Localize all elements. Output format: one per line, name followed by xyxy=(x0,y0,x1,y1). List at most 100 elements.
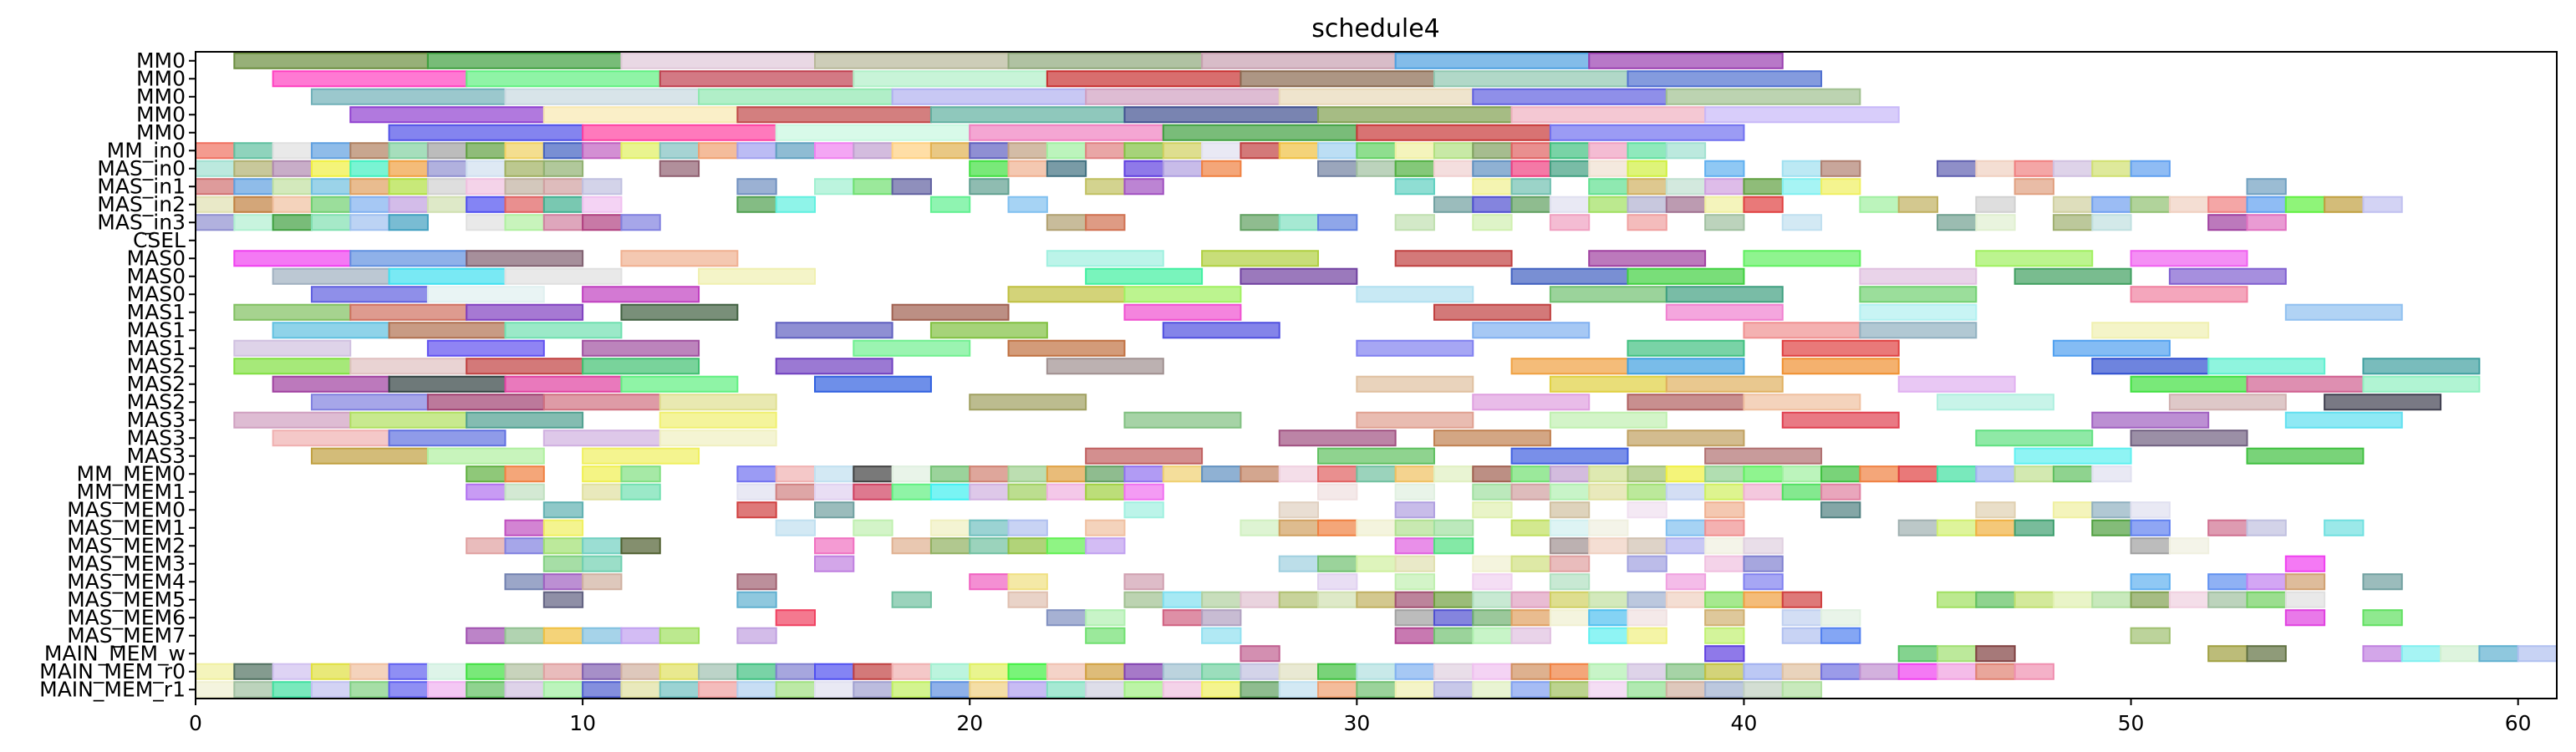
task-bar xyxy=(2207,591,2248,608)
task-bar xyxy=(659,142,700,160)
task-bar xyxy=(853,519,893,536)
task-bar xyxy=(349,250,468,267)
task-bar xyxy=(736,465,777,483)
task-bar xyxy=(542,573,584,591)
task-bar xyxy=(2130,537,2171,555)
task-bar xyxy=(1743,394,1861,411)
y-axis-labels: MM0MM0MM0MM0MM0MM_in0MAS_in0MAS_in1MAS_i… xyxy=(39,48,196,701)
task-bar xyxy=(1356,411,1474,429)
task-bar xyxy=(1781,358,1900,375)
task-bar xyxy=(1937,663,1978,680)
task-bar xyxy=(233,250,352,267)
task-bar xyxy=(1201,627,1242,644)
task-bar xyxy=(775,358,893,375)
task-bar xyxy=(272,142,313,160)
task-bar xyxy=(813,178,855,196)
task-bar xyxy=(1627,196,1667,213)
task-bar xyxy=(1278,465,1320,483)
task-bar xyxy=(1123,591,1164,608)
task-bar xyxy=(698,88,893,105)
y-tick-label: MAS2 xyxy=(127,353,186,378)
task-bar xyxy=(2284,411,2403,429)
task-bar xyxy=(542,214,584,231)
task-bar xyxy=(542,394,661,411)
task-bar xyxy=(1278,142,1320,160)
task-bar xyxy=(929,663,971,680)
task-bar xyxy=(426,681,468,699)
task-bar xyxy=(1356,375,1474,393)
task-bar xyxy=(1937,465,1978,483)
task-bar xyxy=(1781,339,1900,357)
task-bar xyxy=(388,160,429,177)
task-bar xyxy=(620,375,739,393)
task-bar xyxy=(310,88,507,105)
task-bar xyxy=(349,106,545,124)
task-bar xyxy=(1007,573,1048,591)
task-bar xyxy=(1704,555,1745,572)
task-bar xyxy=(2246,447,2365,465)
y-tick-label: MAS3 xyxy=(127,408,186,432)
task-bar xyxy=(2013,267,2132,285)
task-bar xyxy=(388,178,429,196)
task-bar xyxy=(620,483,661,500)
task-bar xyxy=(1588,519,1629,536)
task-bar xyxy=(1549,663,1591,680)
task-bar xyxy=(582,627,623,644)
task-bar xyxy=(1743,681,1784,699)
task-bar xyxy=(2362,196,2403,213)
task-bar xyxy=(1549,375,1667,393)
task-bar xyxy=(272,70,468,88)
task-bar xyxy=(426,142,468,160)
task-bar xyxy=(1549,501,1591,519)
task-bar xyxy=(1162,609,1204,627)
task-bar xyxy=(310,286,429,303)
task-bar xyxy=(2246,573,2287,591)
task-bar xyxy=(1743,537,1784,555)
task-bar xyxy=(542,627,584,644)
task-bar xyxy=(582,465,623,483)
task-bar xyxy=(272,267,390,285)
task-bar xyxy=(2091,196,2132,213)
task-bar xyxy=(620,537,661,555)
task-bar xyxy=(1433,196,1474,213)
task-bar xyxy=(272,681,313,699)
task-bar xyxy=(2284,303,2403,321)
task-bar xyxy=(813,663,855,680)
y-tick-label: MAS0 xyxy=(127,246,186,270)
task-bar xyxy=(1007,160,1048,177)
task-bar xyxy=(1859,465,1900,483)
task-bar xyxy=(582,178,623,196)
task-bar xyxy=(1085,142,1126,160)
task-bar xyxy=(582,286,700,303)
task-bar xyxy=(1472,573,1513,591)
task-bar xyxy=(659,411,777,429)
task-bar xyxy=(1356,142,1397,160)
task-bar xyxy=(2168,267,2287,285)
task-bar xyxy=(504,322,623,339)
task-bar xyxy=(1472,591,1513,608)
task-bar xyxy=(698,681,739,699)
task-bar xyxy=(2168,394,2287,411)
task-bar xyxy=(1394,178,1435,196)
task-bar xyxy=(1820,663,1861,680)
task-bar xyxy=(1085,447,1204,465)
task-bar xyxy=(1820,627,1861,644)
task-bar xyxy=(1665,591,1707,608)
task-bar xyxy=(853,465,893,483)
task-bar xyxy=(2130,196,2171,213)
task-bar xyxy=(620,142,661,160)
y-tick-label: MAS_MEM6 xyxy=(67,605,186,629)
task-bar xyxy=(1162,124,1358,141)
x-tick-label: 10 xyxy=(569,711,596,735)
task-bar xyxy=(620,303,739,321)
task-bar xyxy=(620,681,661,699)
task-bar xyxy=(349,160,390,177)
task-bar xyxy=(233,339,352,357)
task-bar xyxy=(891,88,1087,105)
task-bar xyxy=(969,573,1010,591)
task-bar xyxy=(1627,178,1667,196)
task-bar xyxy=(1356,681,1397,699)
task-bar xyxy=(466,214,507,231)
task-bar xyxy=(1007,663,1048,680)
task-bar xyxy=(1394,214,1435,231)
